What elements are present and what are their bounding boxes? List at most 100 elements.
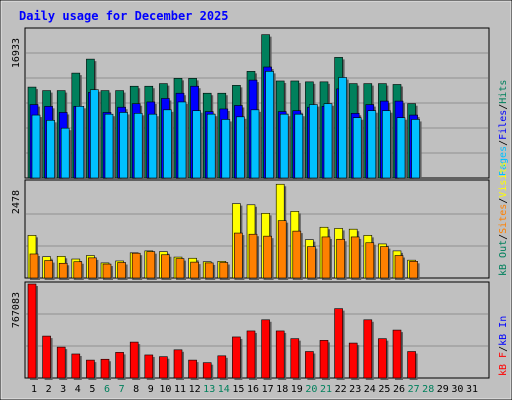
panel-3-legend: kB F/kB In <box>498 316 509 376</box>
bar-pages-day-22 <box>338 77 347 179</box>
panel-3-ymax-label: 767083 <box>11 292 22 328</box>
bar-sites-day-20 <box>307 246 316 279</box>
x-tick-label-day-15: 15 <box>232 384 244 395</box>
panel-2-legend: kB Out/Sites/Visits <box>498 162 509 276</box>
bar-kb-f-day-14 <box>217 355 227 379</box>
bar-pages-day-1 <box>31 114 41 179</box>
legend-sites: Sites <box>498 204 509 234</box>
legend-files: Files <box>498 110 509 140</box>
x-tick-label-day-8: 8 <box>133 384 139 395</box>
x-tick-label-day-25: 25 <box>378 384 390 395</box>
x-tick-label-day-23: 23 <box>349 384 361 395</box>
bar-kb-f-day-3 <box>56 346 66 379</box>
x-tick-label-day-1: 1 <box>31 384 37 395</box>
x-tick-label-day-26: 26 <box>393 384 405 395</box>
bar-sites-day-18 <box>277 220 287 279</box>
x-tick-label-day-31: 31 <box>466 384 478 395</box>
x-tick-label-day-28: 28 <box>422 384 434 395</box>
bar-sites-day-10 <box>161 254 170 279</box>
bar-sites-day-17 <box>263 235 272 279</box>
x-tick-label-day-12: 12 <box>189 384 201 395</box>
bar-pages-day-11 <box>177 101 187 179</box>
bar-kb-f-day-11 <box>173 349 183 379</box>
bar-pages-day-4 <box>75 106 85 179</box>
x-tick-label-day-11: 11 <box>174 384 186 395</box>
bar-sites-day-3 <box>58 262 68 279</box>
bar-sites-day-24 <box>365 242 375 279</box>
bar-pages-day-16 <box>250 109 260 179</box>
bar-kb-f-day-17 <box>261 319 270 379</box>
bar-sites-day-21 <box>321 236 331 279</box>
bar-kb-f-day-19 <box>290 338 300 379</box>
bar-sites-day-14 <box>219 262 229 279</box>
bar-sites-day-13 <box>204 262 214 279</box>
bar-pages-day-2 <box>46 120 55 179</box>
bar-sites-day-26 <box>394 255 404 279</box>
x-tick-label-day-16: 16 <box>247 384 259 395</box>
bar-kb-f-day-10 <box>159 356 168 379</box>
bar-pages-day-21 <box>323 103 333 179</box>
bar-sites-day-2 <box>44 260 53 279</box>
bar-pages-day-18 <box>279 113 289 179</box>
legend-visits: Visits <box>498 162 509 198</box>
bar-pages-day-24 <box>367 110 377 179</box>
bar-kb-f-day-21 <box>319 340 329 379</box>
bar-pages-day-15 <box>236 116 245 179</box>
bar-kb-f-day-15 <box>232 336 241 379</box>
bar-kb-f-day-6 <box>100 358 110 379</box>
bar-kb-f-day-1 <box>27 283 37 379</box>
bar-kb-f-day-16 <box>246 330 256 379</box>
legend-separator: / <box>498 346 509 352</box>
bar-sites-day-11 <box>175 258 185 279</box>
chart-title: Daily usage for December 2025 <box>19 9 229 23</box>
legend-kb-f: kB F <box>498 352 509 376</box>
x-tick-label-day-6: 6 <box>104 384 110 395</box>
bar-kb-f-day-24 <box>363 319 373 379</box>
panel-2-ymax-label: 2478 <box>11 190 22 214</box>
bar-kb-f-day-7 <box>115 352 124 379</box>
legend-separator: / <box>498 140 509 146</box>
bar-pages-day-3 <box>60 127 70 179</box>
bar-kb-f-day-9 <box>144 354 154 379</box>
x-tick-label-day-24: 24 <box>364 384 376 395</box>
x-tick-label-day-2: 2 <box>46 384 52 395</box>
legend-separator: / <box>498 104 509 110</box>
x-tick-label-day-4: 4 <box>75 384 81 395</box>
bar-pages-day-23 <box>352 117 362 179</box>
x-tick-label-day-21: 21 <box>320 384 332 395</box>
bar-kb-f-day-23 <box>348 342 358 379</box>
panel-1-legend: Pages/Files/Hits <box>498 80 509 176</box>
bar-kb-f-day-27 <box>407 351 416 379</box>
bar-kb-f-day-8 <box>129 341 139 379</box>
bar-pages-day-25 <box>382 110 391 179</box>
bar-sites-day-7 <box>117 262 126 279</box>
bar-pages-day-10 <box>163 109 172 179</box>
bar-kb-f-day-20 <box>305 351 314 379</box>
bar-sites-day-5 <box>88 257 97 279</box>
legend-hits: Hits <box>498 80 509 104</box>
legend-pages: Pages <box>498 146 509 176</box>
bar-pages-day-12 <box>192 110 201 179</box>
chart-bars <box>27 34 422 380</box>
bar-sites-day-25 <box>380 246 389 279</box>
bar-kb-f-day-13 <box>202 362 212 379</box>
x-tick-label-day-9: 9 <box>148 384 154 395</box>
bar-sites-day-12 <box>190 261 199 279</box>
x-tick-label-day-3: 3 <box>60 384 66 395</box>
bar-sites-day-6 <box>102 263 112 279</box>
x-tick-label-day-10: 10 <box>159 384 171 395</box>
bar-kb-f-day-25 <box>378 338 387 379</box>
bar-pages-day-5 <box>90 89 99 179</box>
bar-sites-day-15 <box>234 232 243 279</box>
x-tick-label-day-20: 20 <box>305 384 317 395</box>
bar-pages-day-13 <box>206 113 216 179</box>
bar-kb-f-day-12 <box>188 359 197 379</box>
bar-kb-f-day-22 <box>334 308 343 379</box>
bar-pages-day-20 <box>309 104 318 179</box>
bar-sites-day-23 <box>350 236 360 279</box>
x-tick-label-day-14: 14 <box>218 384 230 395</box>
bar-pages-day-9 <box>148 113 158 179</box>
bar-sites-day-8 <box>131 252 141 279</box>
